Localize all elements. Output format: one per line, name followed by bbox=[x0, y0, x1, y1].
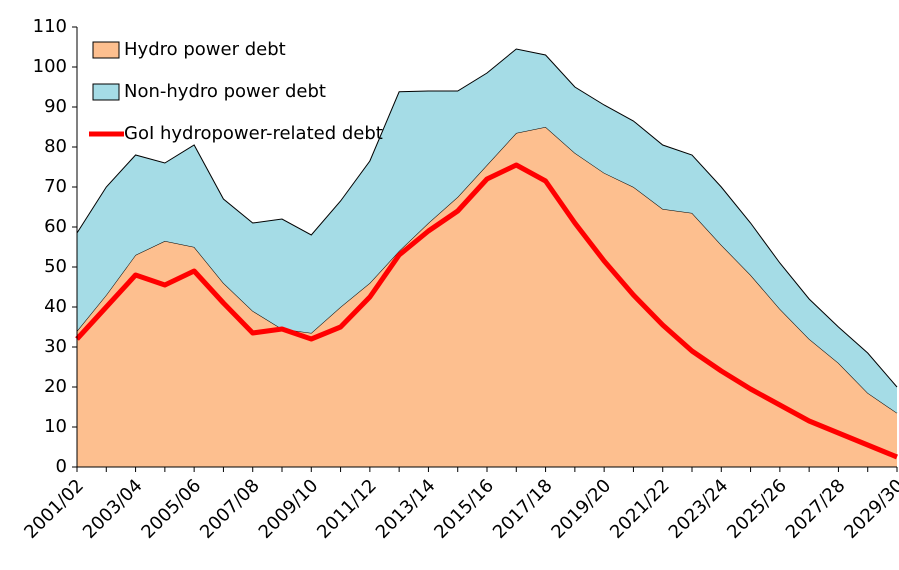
x-tick-label: 2005/06 bbox=[137, 475, 205, 543]
x-tick-label: 2003/04 bbox=[79, 475, 147, 543]
y-tick-label: 10 bbox=[44, 416, 67, 437]
y-tick-label: 30 bbox=[44, 336, 67, 357]
x-tick-label: 2029/30 bbox=[840, 475, 899, 543]
area bbox=[77, 127, 897, 467]
x-tick-label: 2007/08 bbox=[196, 475, 264, 543]
x-tick-label: 2027/28 bbox=[782, 475, 850, 543]
legend: Hydro power debt Non-hydro power debt GoI … bbox=[89, 39, 383, 144]
legend-swatch bbox=[92, 83, 120, 101]
legend-label: Hydro power debt bbox=[124, 39, 286, 60]
x-tick-label: 2019/20 bbox=[547, 475, 615, 543]
area bbox=[77, 49, 897, 413]
y-tick-label: 60 bbox=[44, 216, 67, 237]
legend-label: GoI hydropower-related debt bbox=[124, 123, 383, 144]
line bbox=[75, 162, 898, 460]
y-tick-label: 70 bbox=[44, 176, 67, 197]
x-tick-label: 2011/12 bbox=[313, 475, 381, 543]
y-tick-label: 20 bbox=[44, 376, 67, 397]
x-tick-label: 2015/16 bbox=[430, 475, 498, 543]
y-tick-label: 80 bbox=[44, 136, 67, 157]
x-tick-label: 2025/26 bbox=[723, 475, 791, 543]
x-tick-label: 2001/02 bbox=[20, 475, 88, 543]
y-tick-label: 40 bbox=[44, 296, 67, 317]
legend-label: Non-hydro power debt bbox=[124, 81, 326, 102]
x-tick-label: 2009/10 bbox=[255, 475, 323, 543]
x-tick-label: 2023/24 bbox=[665, 475, 733, 543]
y-tick-label: 110 bbox=[33, 16, 67, 37]
area-outline bbox=[76, 48, 898, 388]
y-tick-label: 0 bbox=[56, 456, 67, 477]
x-tick-label: 2021/22 bbox=[606, 475, 674, 543]
legend-swatch bbox=[92, 41, 120, 59]
y-tick-label: 90 bbox=[44, 96, 67, 117]
x-tick-label: 2017/18 bbox=[489, 475, 557, 543]
y-tick-label: 50 bbox=[44, 256, 67, 277]
y-tick-label: 100 bbox=[33, 56, 67, 77]
x-tick-label: 2013/14 bbox=[372, 475, 440, 543]
